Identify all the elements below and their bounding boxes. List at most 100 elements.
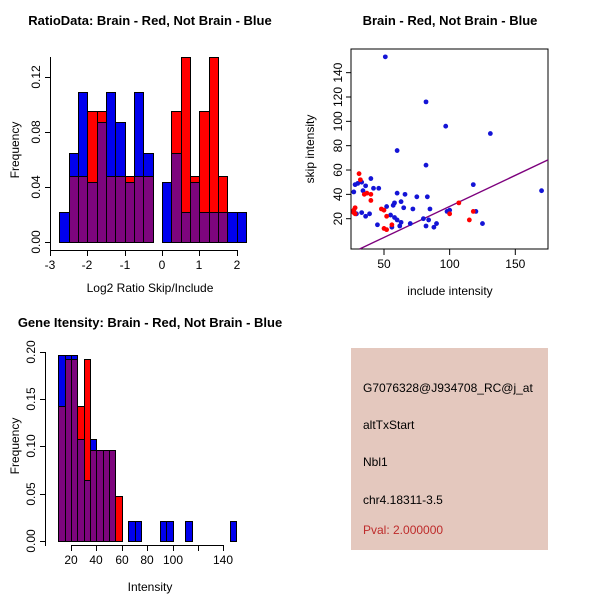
gene-name-text: Nbl1 bbox=[363, 455, 388, 469]
scatter-point-red bbox=[381, 207, 387, 213]
x-tick-label: 60 bbox=[115, 553, 129, 567]
scatter-point-blue bbox=[359, 210, 365, 216]
y-tick bbox=[40, 399, 45, 400]
y-tick bbox=[40, 446, 45, 447]
y-tick-label: 80 bbox=[331, 139, 345, 153]
y-axis-line bbox=[45, 352, 46, 546]
scatter-point-blue bbox=[480, 221, 485, 226]
y-tick-label: 60 bbox=[331, 163, 345, 177]
y-tick-label: 0.08 bbox=[29, 120, 43, 144]
panel-ratio-histogram: RatioData: Brain - Red, Not Brain - Blue… bbox=[0, 0, 300, 300]
scatter-point-blue bbox=[360, 188, 366, 194]
hist-bar bbox=[185, 521, 193, 542]
x-tick bbox=[199, 250, 200, 256]
x-tick-label: 2 bbox=[233, 258, 241, 272]
y-tick-label: 0.12 bbox=[29, 65, 43, 89]
y-tick bbox=[40, 541, 45, 542]
scatter-title: Brain - Red, Not Brain - Blue bbox=[362, 13, 538, 28]
scatter-point-blue bbox=[355, 181, 361, 186]
scatter-point-red bbox=[352, 211, 358, 217]
x-tick-label: 50 bbox=[377, 257, 391, 271]
panel-info: G7076328@J934708_RC@j_at altTxStart Nbl1… bbox=[300, 300, 600, 600]
ratio-hist-y-axis-label: Frequency bbox=[8, 121, 22, 179]
scatter-point-blue bbox=[402, 191, 408, 197]
hist-bar bbox=[135, 521, 142, 542]
scatter-point-blue bbox=[470, 182, 476, 188]
gene-hist-title: Gene Itensity: Brain - Red, Not Brain - … bbox=[17, 315, 283, 330]
scatter-point-blue bbox=[367, 211, 372, 217]
scatter-point-blue bbox=[443, 123, 449, 129]
y-tick-label: 140 bbox=[331, 62, 345, 82]
panel-intensity-scatter: Brain - Red, Not Brain - Blue skip inten… bbox=[300, 0, 600, 300]
y-tick-label: 100 bbox=[331, 111, 345, 131]
scatter-point-red bbox=[466, 217, 472, 223]
scatter-point-blue bbox=[426, 217, 432, 223]
y-tick-label: 0.00 bbox=[24, 529, 38, 553]
scatter-point-blue bbox=[371, 185, 376, 191]
x-tick-label: 140 bbox=[212, 553, 234, 567]
y-tick bbox=[40, 494, 45, 495]
scatter-x-axis-label: include intensity bbox=[407, 284, 493, 298]
scatter-point-blue bbox=[410, 206, 416, 212]
scatter-point-red bbox=[368, 198, 374, 203]
scatter-point-blue bbox=[434, 221, 439, 226]
y-tick bbox=[45, 132, 50, 133]
scatter-point-blue bbox=[398, 219, 404, 225]
scatter-point-blue bbox=[394, 148, 400, 153]
scatter-plot-area: 50 100 150 20 40 60 80 100 120 140 bbox=[331, 48, 549, 271]
x-tick bbox=[237, 250, 238, 256]
x-tick-label: 40 bbox=[89, 553, 103, 567]
x-tick bbox=[147, 545, 148, 551]
plot-box bbox=[350, 48, 549, 250]
x-tick bbox=[87, 250, 88, 256]
x-tick bbox=[125, 250, 126, 256]
y-tick bbox=[45, 242, 50, 243]
y-tick bbox=[45, 77, 50, 78]
scatter-point-blue bbox=[363, 213, 369, 219]
scatter-point-blue bbox=[382, 54, 388, 60]
x-tick bbox=[162, 250, 163, 256]
chromosome-location-text: chr4.18311-3.5 bbox=[363, 493, 443, 507]
scatter-point-blue bbox=[431, 224, 437, 230]
hist-bar bbox=[237, 212, 247, 243]
x-tick bbox=[50, 250, 51, 256]
x-tick-label: 0 bbox=[158, 258, 166, 272]
x-tick bbox=[173, 545, 174, 551]
scatter-point-blue bbox=[351, 189, 357, 195]
scatter-point-blue bbox=[388, 212, 393, 218]
fit-line bbox=[359, 159, 549, 250]
scatter-point-red bbox=[456, 200, 462, 206]
scatter-point-red bbox=[364, 190, 370, 196]
y-tick-label: 40 bbox=[331, 187, 345, 201]
scatter-point-blue bbox=[363, 183, 369, 189]
scatter-point-red bbox=[384, 227, 390, 233]
gene-hist-y-axis-label: Frequency bbox=[8, 417, 22, 475]
x-tick bbox=[198, 545, 199, 551]
y-tick-label: 0.20 bbox=[24, 340, 38, 364]
x-tick-label: -1 bbox=[119, 258, 131, 272]
x-tick-label: 1 bbox=[195, 258, 203, 272]
hist-bar-overlap bbox=[143, 176, 154, 243]
probe-id-text: G7076328@J934708_RC@j_at bbox=[363, 381, 533, 395]
pval-text: Pval: 2.000000 bbox=[363, 523, 444, 537]
scatter-point-red bbox=[357, 177, 363, 183]
scatter-point-blue bbox=[407, 221, 413, 226]
scatter-point-red bbox=[368, 191, 374, 197]
scatter-point-blue bbox=[414, 194, 420, 200]
y-tick-label: 0.05 bbox=[24, 482, 38, 506]
scatter-point-blue bbox=[394, 190, 400, 196]
scatter-point-blue bbox=[420, 216, 426, 222]
info-box: G7076328@J934708_RC@j_at altTxStart Nbl1… bbox=[351, 348, 548, 550]
scatter-point-blue bbox=[424, 194, 430, 200]
scatter-point-blue bbox=[423, 99, 429, 105]
y-tick-label: 120 bbox=[331, 87, 345, 107]
x-axis-line bbox=[50, 250, 237, 251]
x-tick bbox=[122, 545, 123, 551]
scatter-point-blue bbox=[427, 206, 433, 212]
scatter-point-red bbox=[470, 208, 476, 214]
x-tick bbox=[71, 545, 72, 551]
y-axis-line bbox=[50, 57, 51, 251]
scatter-point-blue bbox=[401, 205, 407, 211]
scatter-point-red bbox=[389, 222, 395, 228]
scatter-point-blue bbox=[539, 188, 544, 194]
